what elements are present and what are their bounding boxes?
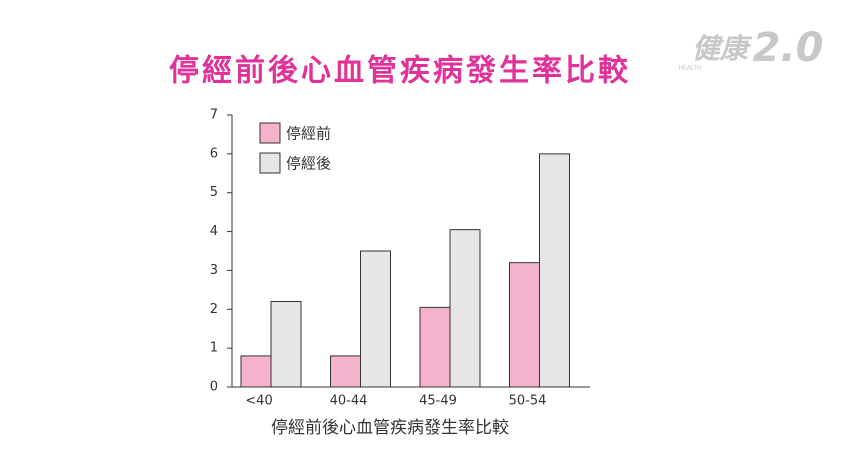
legend-label: 停經後 — [286, 155, 331, 173]
bar — [270, 301, 302, 388]
x-tick-label: 50-54 — [509, 394, 547, 409]
legend-swatch — [259, 122, 281, 144]
bar — [240, 355, 272, 388]
watermark-version: 2.0 — [753, 25, 824, 71]
y-tick-label: 7 — [210, 108, 218, 123]
y-tick-label: 0 — [210, 380, 218, 395]
bar — [509, 262, 540, 388]
x-tick-label: 45-49 — [419, 394, 457, 409]
x-tick-label: <40 — [245, 394, 272, 409]
bar — [360, 250, 391, 388]
bar — [539, 153, 570, 388]
y-tick-label: 4 — [210, 224, 218, 239]
watermark-sub: HEALTH — [678, 65, 701, 72]
x-tick-label: 40-44 — [330, 394, 368, 409]
chart-title: 停經前後心血管疾病發生率比較 — [169, 54, 631, 89]
x-axis-label: 停經前後心血管疾病發生率比較 — [271, 418, 509, 438]
y-tick-label: 3 — [210, 263, 218, 278]
legend-label: 停經前 — [286, 125, 331, 143]
y-tick-label: 2 — [210, 302, 218, 317]
bar — [330, 355, 361, 388]
bar — [449, 229, 481, 388]
y-tick-label: 1 — [210, 341, 218, 356]
y-tick-label: 6 — [210, 146, 218, 161]
bar — [419, 306, 451, 388]
legend-swatch — [259, 152, 281, 174]
watermark-name: 健康 — [692, 32, 753, 65]
y-tick-label: 5 — [210, 185, 218, 200]
